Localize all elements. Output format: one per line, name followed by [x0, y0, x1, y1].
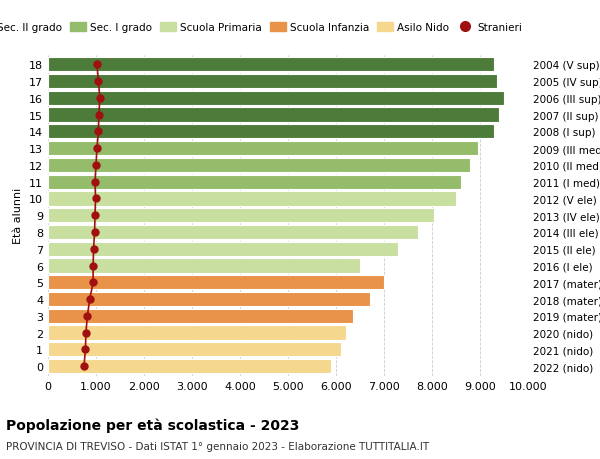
Bar	[48, 192, 456, 206]
Legend: Sec. II grado, Sec. I grado, Scuola Primaria, Scuola Infanzia, Asilo Nido, Stran: Sec. II grado, Sec. I grado, Scuola Prim…	[0, 18, 526, 37]
Bar	[48, 326, 346, 340]
Bar	[48, 75, 497, 89]
Bar	[48, 125, 494, 139]
Bar	[48, 209, 434, 223]
Text: Popolazione per età scolastica - 2023: Popolazione per età scolastica - 2023	[6, 418, 299, 432]
Bar	[48, 142, 478, 156]
Bar	[48, 342, 341, 357]
Bar	[48, 275, 384, 290]
Bar	[48, 108, 499, 123]
Bar	[48, 158, 470, 173]
Bar	[48, 58, 494, 72]
Text: PROVINCIA DI TREVISO - Dati ISTAT 1° gennaio 2023 - Elaborazione TUTTITALIA.IT: PROVINCIA DI TREVISO - Dati ISTAT 1° gen…	[6, 441, 429, 451]
Bar	[48, 242, 398, 256]
Bar	[48, 225, 418, 240]
Y-axis label: Età alunni: Età alunni	[13, 188, 23, 244]
Bar	[48, 175, 461, 190]
Bar	[48, 292, 370, 307]
Bar	[48, 91, 504, 106]
Bar	[48, 309, 353, 323]
Bar	[48, 259, 360, 273]
Bar	[48, 359, 331, 374]
